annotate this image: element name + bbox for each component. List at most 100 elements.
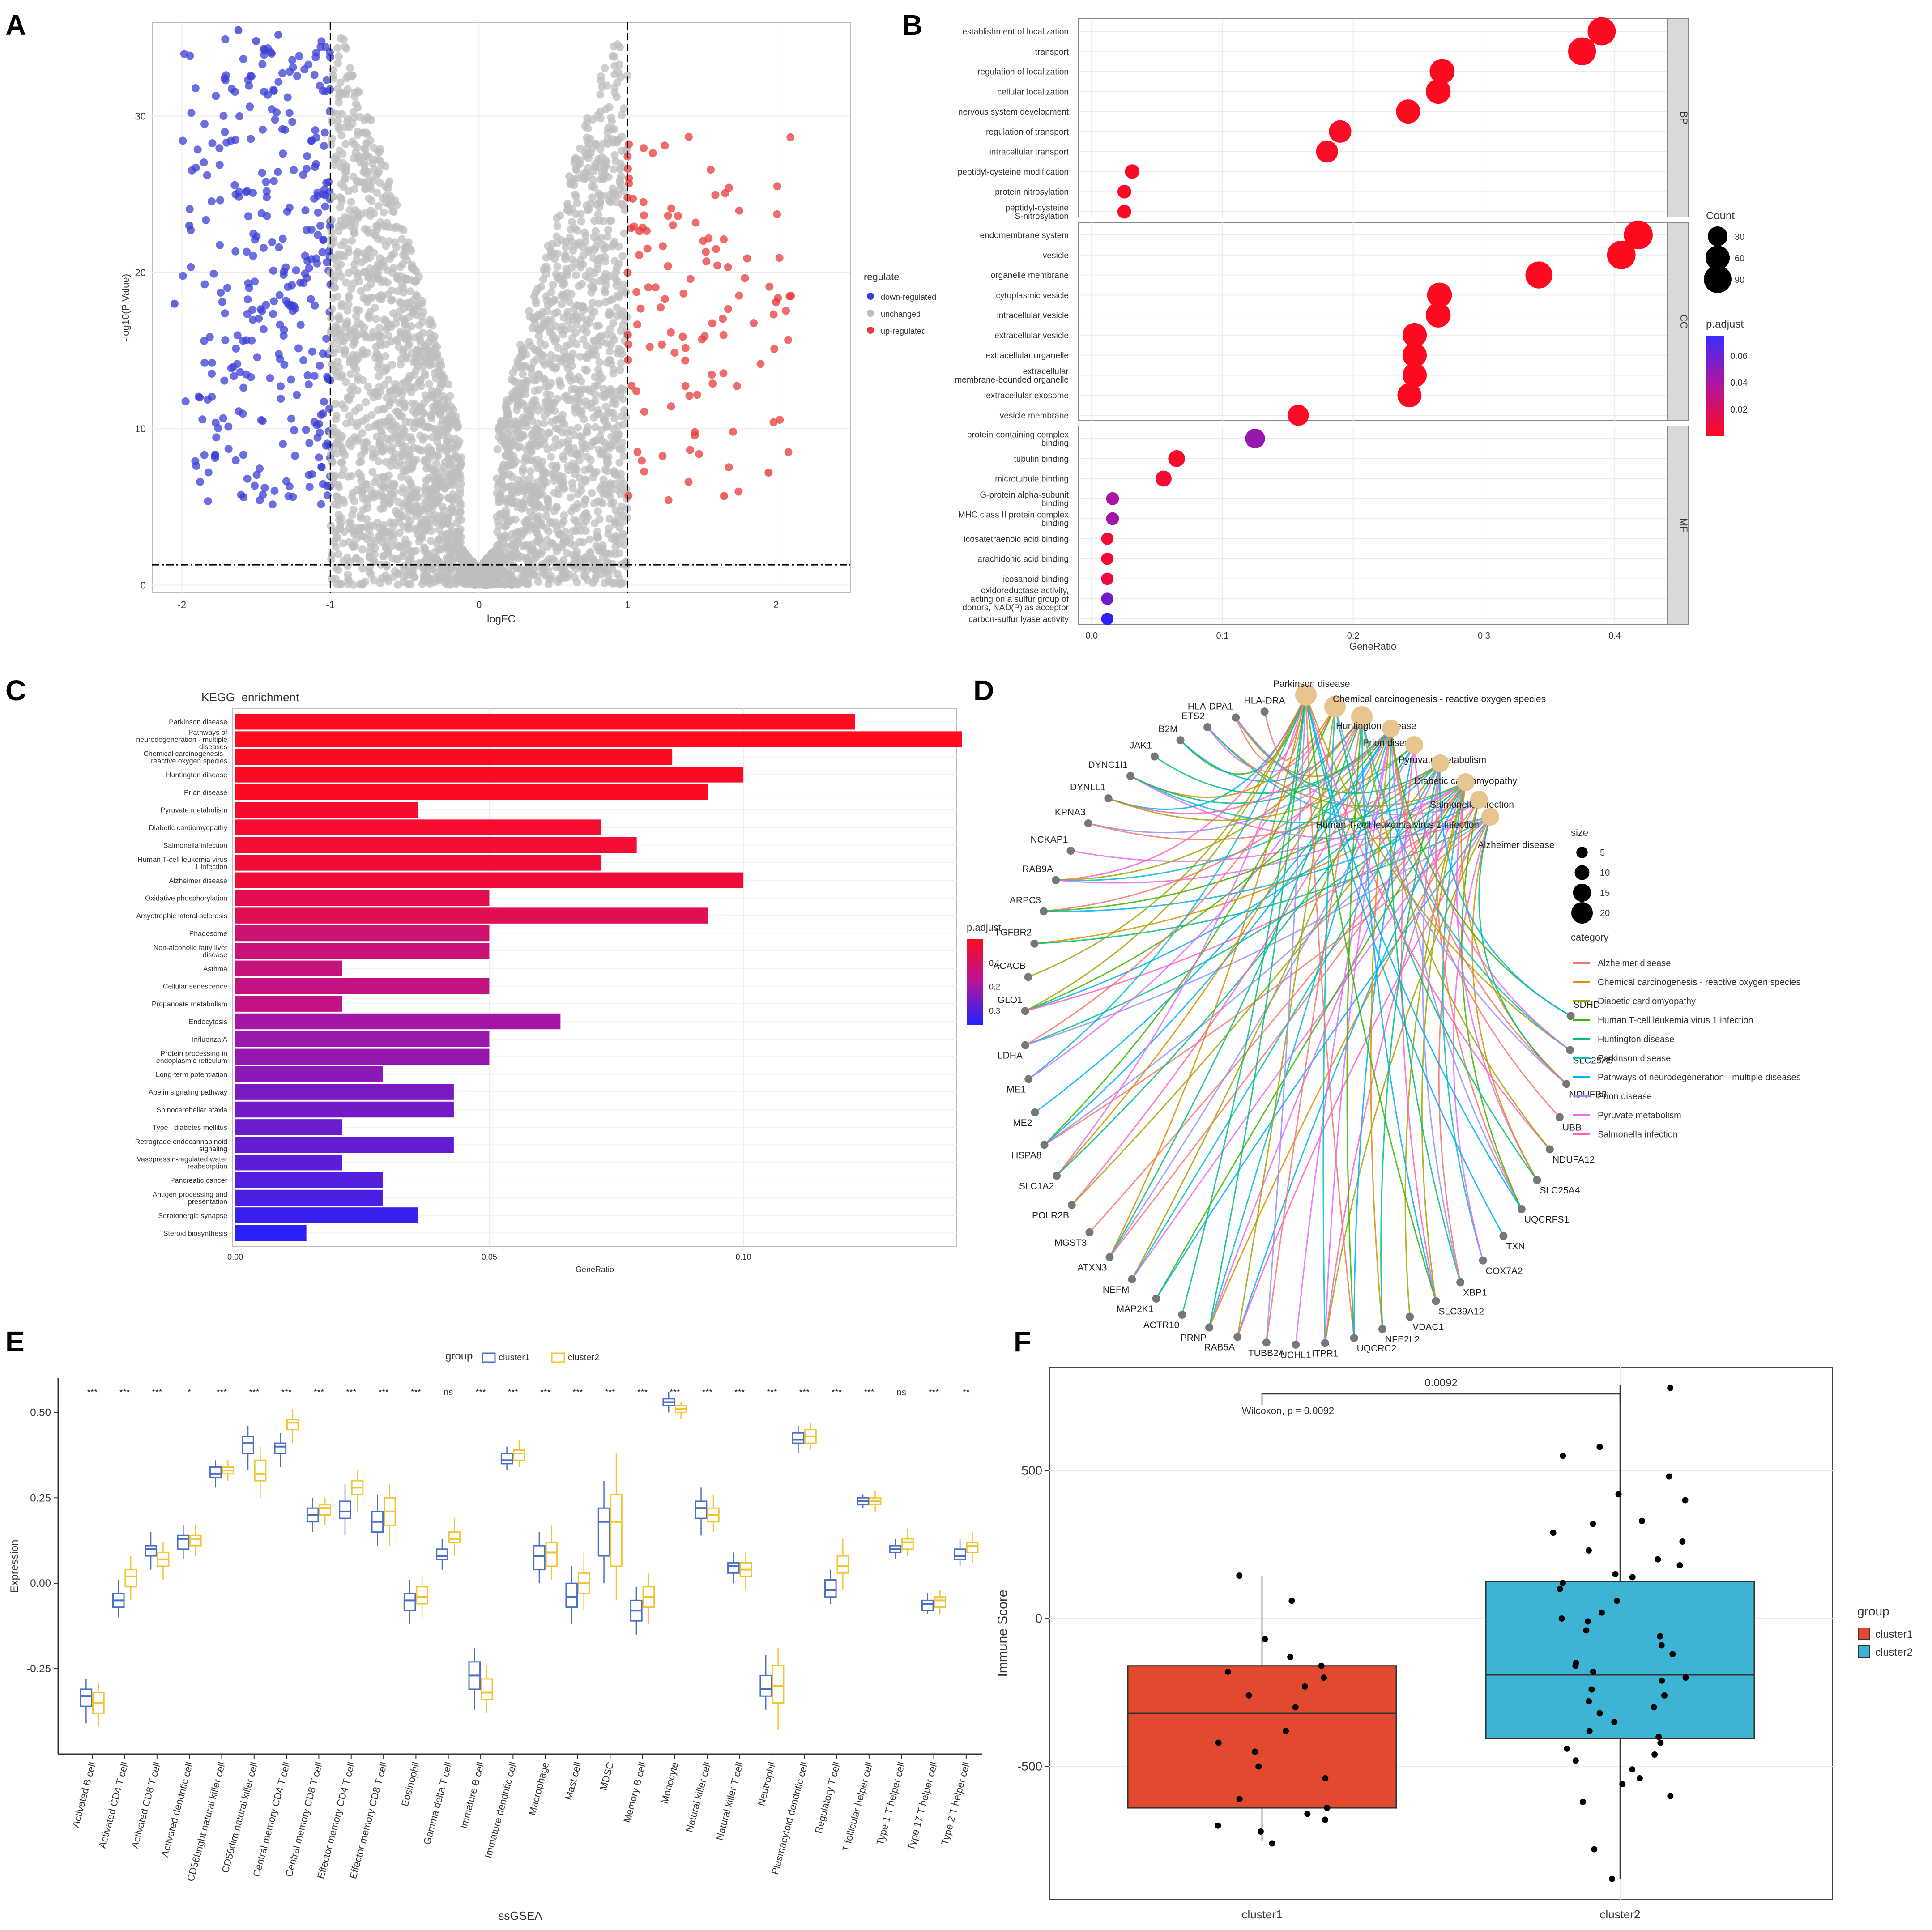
point-unchanged <box>598 83 606 91</box>
jitter-point <box>1292 1704 1299 1711</box>
point-unchanged <box>357 472 365 481</box>
point-unchanged <box>581 475 590 484</box>
point-unchanged <box>421 490 430 498</box>
legend-label: down-regulated <box>881 293 936 302</box>
point-up-regulated <box>632 387 640 396</box>
x-tick-label: Natural killer T cell <box>714 1761 746 1841</box>
point-down-regulated <box>299 170 307 179</box>
point-down-regulated <box>304 60 313 69</box>
point-unchanged <box>483 579 491 588</box>
point-unchanged <box>554 490 563 498</box>
point-unchanged <box>386 255 394 263</box>
point-unchanged <box>512 406 521 414</box>
gene-node <box>1233 1333 1242 1341</box>
go-dot <box>1525 261 1552 289</box>
point-unchanged <box>371 544 379 552</box>
category-label: Human T-cell leukemia virus 1 infection <box>137 856 227 871</box>
point-unchanged <box>392 507 400 516</box>
label-line: signaling <box>199 1145 227 1153</box>
point-unchanged <box>620 229 628 238</box>
point-unchanged <box>542 524 550 532</box>
point-down-regulated <box>314 231 322 239</box>
point-unchanged <box>525 480 533 489</box>
category-label: Retrograde endocannabinoid signaling <box>135 1138 227 1153</box>
point-up-regulated <box>666 328 675 337</box>
point-unchanged <box>600 385 608 393</box>
point-unchanged <box>396 360 405 369</box>
gene-node <box>1105 1253 1114 1261</box>
legend-swatch-down-regulated <box>867 293 874 300</box>
point-unchanged <box>357 287 365 295</box>
point-down-regulated <box>224 422 233 431</box>
cluster1-box <box>80 1688 93 1707</box>
legend-title: size <box>1571 827 1588 838</box>
term-label: intracellular vesicle <box>997 311 1069 320</box>
x-tick-label: 0.2 <box>1347 631 1360 641</box>
point-unchanged <box>606 441 615 450</box>
legend-label: unchanged <box>881 310 921 319</box>
size-legend-dot <box>1571 902 1593 924</box>
point-unchanged <box>462 577 470 585</box>
color-bar-tick: 0.04 <box>1730 378 1748 388</box>
point-unchanged <box>567 385 576 393</box>
go-dot <box>1397 383 1422 408</box>
point-unchanged <box>332 152 340 161</box>
point-unchanged <box>417 559 426 568</box>
point-outlier <box>772 298 780 307</box>
point-up-regulated <box>645 343 654 351</box>
point-unchanged <box>534 406 542 415</box>
point-unchanged <box>331 575 340 583</box>
go-dot <box>1117 205 1131 219</box>
legend-swatch-cluster1 <box>482 1352 496 1363</box>
label-line: reabsorption <box>188 1163 227 1171</box>
gene-node <box>1432 1297 1440 1305</box>
point-unchanged <box>576 554 584 563</box>
point-unchanged <box>338 150 347 158</box>
point-unchanged <box>346 386 355 394</box>
jitter-point <box>1215 1739 1222 1746</box>
gene-node <box>1517 1205 1526 1214</box>
point-up-regulated <box>640 144 648 153</box>
point-unchanged <box>455 437 464 446</box>
facet-strip-label: BP <box>1678 111 1689 124</box>
point-unchanged <box>373 225 381 234</box>
term-label: peptidyl-cysteine modification <box>958 167 1069 177</box>
point-up-regulated <box>679 289 688 298</box>
jitter-point <box>1619 1781 1626 1788</box>
point-unchanged <box>392 243 401 251</box>
point-unchanged <box>365 115 373 123</box>
jitter-point <box>1262 1636 1268 1643</box>
point-down-regulated <box>290 302 298 310</box>
point-unchanged <box>426 537 435 545</box>
gene-node <box>1566 1012 1575 1020</box>
x-tick-label: Central memory CD4 T cell <box>251 1761 292 1878</box>
gene-label: TGFBR2 <box>995 928 1032 938</box>
point-down-regulated <box>280 326 288 334</box>
x-tick-label: Memory B cell <box>621 1761 648 1824</box>
point-unchanged <box>496 571 504 579</box>
pathway-label: Alzheimer disease <box>1478 840 1555 850</box>
point-down-regulated <box>311 301 319 310</box>
point-down-regulated <box>277 382 285 391</box>
x-tick-label: Mast cell <box>563 1761 584 1801</box>
point-up-regulated <box>685 392 694 400</box>
legend-swatch-cluster1 <box>1858 1628 1870 1640</box>
gene-label: TXN <box>1506 1241 1525 1252</box>
point-unchanged <box>331 283 339 292</box>
point-unchanged <box>386 320 394 329</box>
point-unchanged <box>406 555 414 563</box>
point-unchanged <box>457 516 465 524</box>
significance-label: *** <box>411 1388 422 1397</box>
point-unchanged <box>364 383 372 391</box>
x-tick-label: 0.1 <box>1216 631 1229 641</box>
point-unchanged <box>380 367 388 376</box>
jitter-point <box>1613 1598 1620 1604</box>
point-unchanged <box>349 541 357 550</box>
kegg-bar <box>235 1084 454 1100</box>
go-dot <box>1316 141 1338 163</box>
point-unchanged <box>594 299 603 308</box>
point-unchanged <box>405 486 414 494</box>
point-unchanged <box>392 422 401 430</box>
cluster2-box <box>513 1449 525 1461</box>
